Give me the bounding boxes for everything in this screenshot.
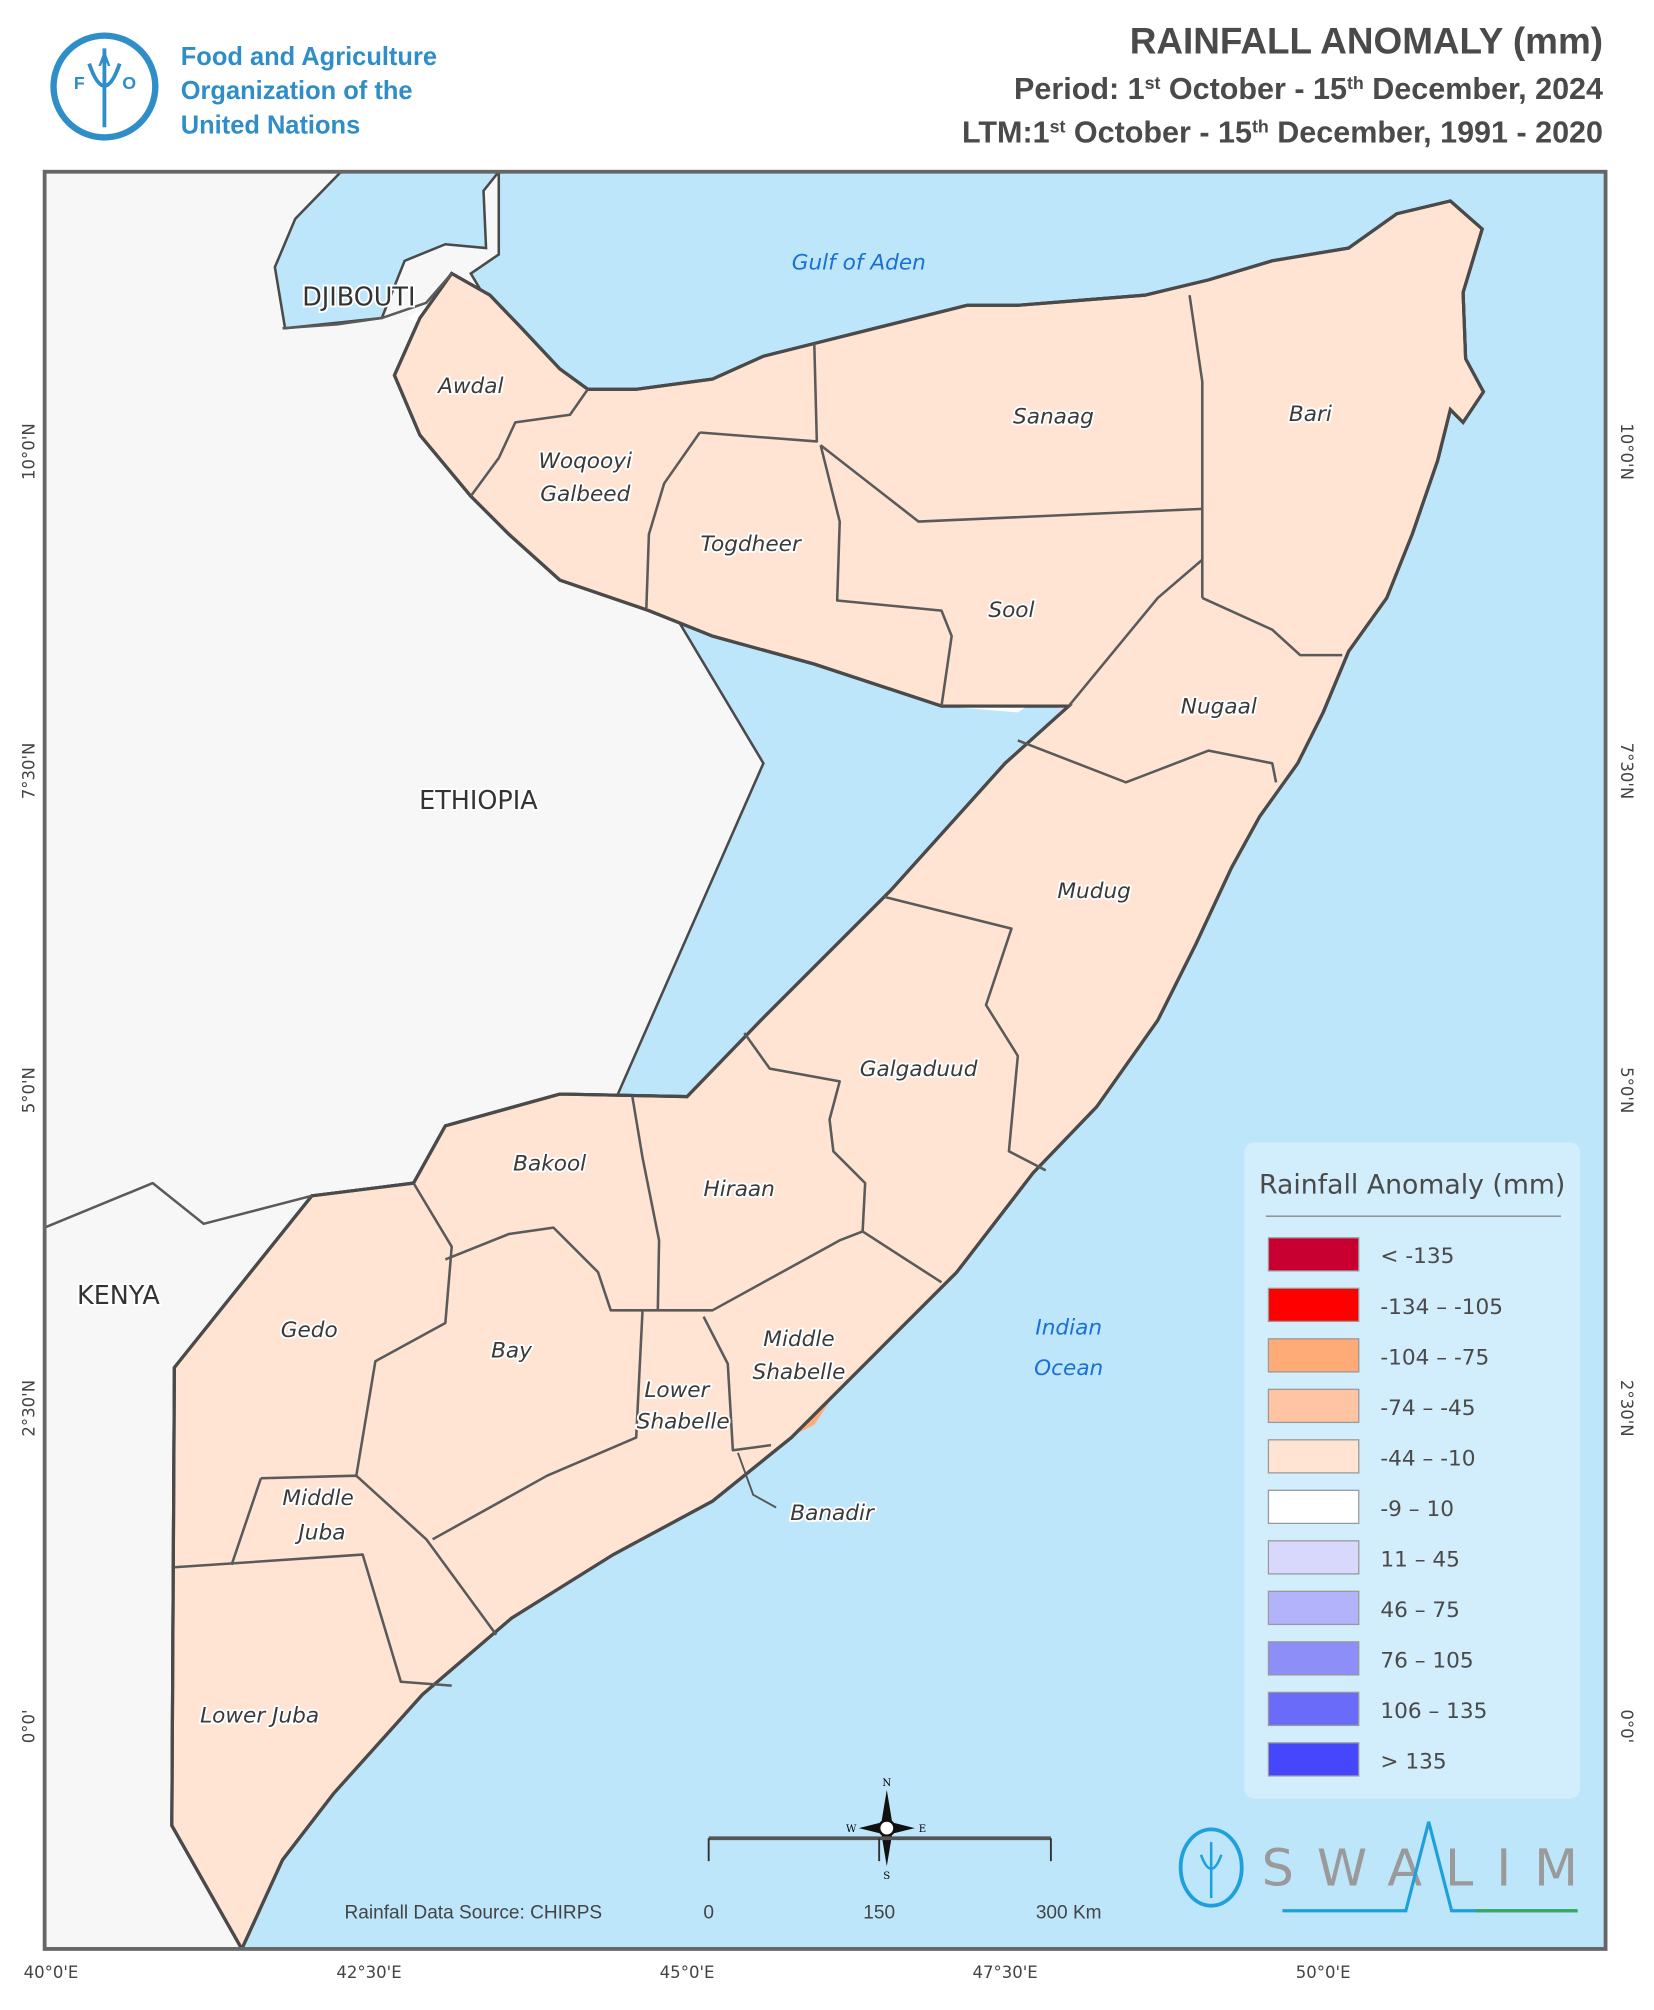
label-sool: Sool xyxy=(988,598,1034,623)
svg-text:Organization of the: Organization of the xyxy=(181,77,413,105)
map-title: RAINFALL ANOMALY (mm) xyxy=(1130,20,1603,61)
legend-swatch xyxy=(1267,1489,1360,1525)
label-togdheer: Togdheer xyxy=(700,532,801,557)
legend-label: -74 – -45 xyxy=(1380,1396,1475,1421)
legend-swatch xyxy=(1267,1388,1360,1424)
svg-text:2°30'N: 2°30'N xyxy=(19,1380,38,1437)
svg-text:SWALIM: SWALIM xyxy=(1262,1838,1601,1897)
svg-text:F: F xyxy=(74,73,85,93)
label-kenya: KENYA xyxy=(77,1280,160,1310)
map-frame xyxy=(42,169,1608,1951)
region-boundaries xyxy=(174,294,1343,1687)
svg-text:0: 0 xyxy=(703,1902,714,1923)
legend-label: 106 – 135 xyxy=(1380,1699,1487,1724)
label-woqooyi: Woqooyi xyxy=(539,449,633,474)
label-indian-ocean: Indian xyxy=(1035,1315,1102,1340)
label-awdal: Awdal xyxy=(436,374,503,399)
label-nugaal: Nugaal xyxy=(1181,695,1257,720)
label-lower-shabelle-2: Shabelle xyxy=(637,1410,730,1435)
legend-swatch xyxy=(1267,1287,1360,1323)
legend-swatch xyxy=(1267,1540,1360,1575)
svg-text:42°30'E: 42°30'E xyxy=(336,1963,401,1982)
svg-text:N: N xyxy=(882,1778,891,1789)
label-gedo: Gedo xyxy=(281,1318,338,1343)
svg-text:7°30'N: 7°30'N xyxy=(19,743,38,800)
scale-bar: 0 150 300 Km xyxy=(703,1836,1102,1923)
kenya-ethiopia-border xyxy=(44,1181,313,1229)
svg-text:7°30'N: 7°30'N xyxy=(1617,743,1636,800)
label-galgaduud: Galgaduud xyxy=(860,1057,978,1082)
legend-swatch xyxy=(1267,1338,1360,1373)
legend-label: 76 – 105 xyxy=(1380,1648,1473,1673)
legend-title: Rainfall Anomaly (mm) xyxy=(1259,1169,1565,1200)
svg-text:2°30'N: 2°30'N xyxy=(1617,1380,1636,1437)
legend-swatch xyxy=(1267,1641,1360,1676)
label-bakool: Bakool xyxy=(513,1151,586,1176)
legend-swatch xyxy=(1267,1691,1360,1727)
period-subtitle: Period: 1st October - 15th December, 202… xyxy=(1014,72,1603,106)
svg-text:45°0'E: 45°0'E xyxy=(660,1963,715,1982)
data-source: Rainfall Data Source: CHIRPS xyxy=(345,1902,603,1923)
svg-text:A: A xyxy=(98,50,111,70)
svg-text:S: S xyxy=(883,1871,890,1882)
svg-text:0°0': 0°0' xyxy=(19,1709,38,1743)
svg-text:50°0'E: 50°0'E xyxy=(1296,1963,1351,1982)
region-labels: Awdal Woqooyi Galbeed Togdheer Sanaag Ba… xyxy=(198,372,1334,1730)
legend-swatch xyxy=(1267,1439,1360,1474)
label-middle-juba-2: Juba xyxy=(294,1520,345,1545)
lat-labels-left: 10°0'N 7°30'N 5°0'N 2°30'N 0°0' xyxy=(19,423,38,1743)
svg-text:40°0'E: 40°0'E xyxy=(24,1963,79,1982)
svg-text:47°30'E: 47°30'E xyxy=(972,1963,1037,1982)
swalim-logo: SWALIM xyxy=(1262,1821,1601,1913)
label-bay: Bay xyxy=(491,1338,533,1363)
legend-swatch xyxy=(1267,1742,1360,1777)
label-gulf-of-aden: Gulf of Aden xyxy=(792,251,926,276)
svg-text:10°0'N: 10°0'N xyxy=(1617,423,1636,480)
ltm-subtitle: LTM:1st October - 15th December, 1991 - … xyxy=(962,115,1603,149)
label-lower-juba: Lower Juba xyxy=(200,1703,319,1728)
label-middle-shabelle-2: Shabelle xyxy=(753,1360,846,1385)
label-mudug: Mudug xyxy=(1057,879,1130,904)
legend-label: -9 – 10 xyxy=(1380,1497,1454,1522)
label-ethiopia: ETHIOPIA xyxy=(419,785,538,815)
label-djibouti: DJIBOUTI xyxy=(302,281,415,311)
svg-text:O: O xyxy=(122,73,136,93)
svg-text:Food and Agriculture: Food and Agriculture xyxy=(181,43,437,71)
label-middle-juba: Middle xyxy=(282,1486,353,1511)
label-galbeed: Galbeed xyxy=(540,482,630,507)
lon-labels: 40°0'E 42°30'E 45°0'E 47°30'E 50°0'E xyxy=(24,1963,1351,1982)
svg-text:5°0'N: 5°0'N xyxy=(1617,1067,1636,1113)
legend: Rainfall Anomaly (mm) < -135 -134 – -105 -… xyxy=(1244,1142,1581,1799)
legend-swatch xyxy=(1267,1237,1360,1272)
label-banadir: Banadir xyxy=(790,1501,875,1526)
legend-label: -104 – -75 xyxy=(1380,1345,1489,1370)
fao-logo-small xyxy=(1178,1827,1244,1908)
legend-label: < -135 xyxy=(1380,1244,1454,1269)
svg-text:United Nations: United Nations xyxy=(181,112,360,140)
svg-text:5°0'N: 5°0'N xyxy=(19,1067,38,1113)
legend-swatch xyxy=(1267,1590,1360,1626)
legend-label: 11 – 45 xyxy=(1380,1547,1460,1572)
label-indian-ocean-2: Ocean xyxy=(1034,1356,1103,1381)
label-middle-shabelle: Middle xyxy=(763,1327,834,1352)
label-lower-shabelle: Lower xyxy=(644,1378,710,1403)
svg-text:150: 150 xyxy=(863,1902,895,1923)
fao-logo: F A O Food and Agriculture Organization … xyxy=(50,32,437,141)
label-hiraan: Hiraan xyxy=(704,1177,775,1202)
lat-labels-right: 10°0'N 7°30'N 5°0'N 2°30'N 0°0' xyxy=(1617,423,1636,1743)
svg-text:E: E xyxy=(919,1824,926,1835)
svg-text:10°0'N: 10°0'N xyxy=(19,423,38,480)
label-bari: Bari xyxy=(1289,402,1332,427)
legend-label: -134 – -105 xyxy=(1380,1295,1503,1320)
djibouti-border xyxy=(282,272,453,330)
label-sanaag: Sanaag xyxy=(1013,405,1094,430)
legend-label: -44 – -10 xyxy=(1380,1446,1475,1471)
legend-label: 46 – 75 xyxy=(1380,1598,1460,1623)
legend-label: > 135 xyxy=(1380,1749,1446,1774)
svg-text:300 Km: 300 Km xyxy=(1036,1902,1102,1923)
svg-text:0°0': 0°0' xyxy=(1617,1709,1636,1743)
svg-text:W: W xyxy=(846,1824,857,1835)
